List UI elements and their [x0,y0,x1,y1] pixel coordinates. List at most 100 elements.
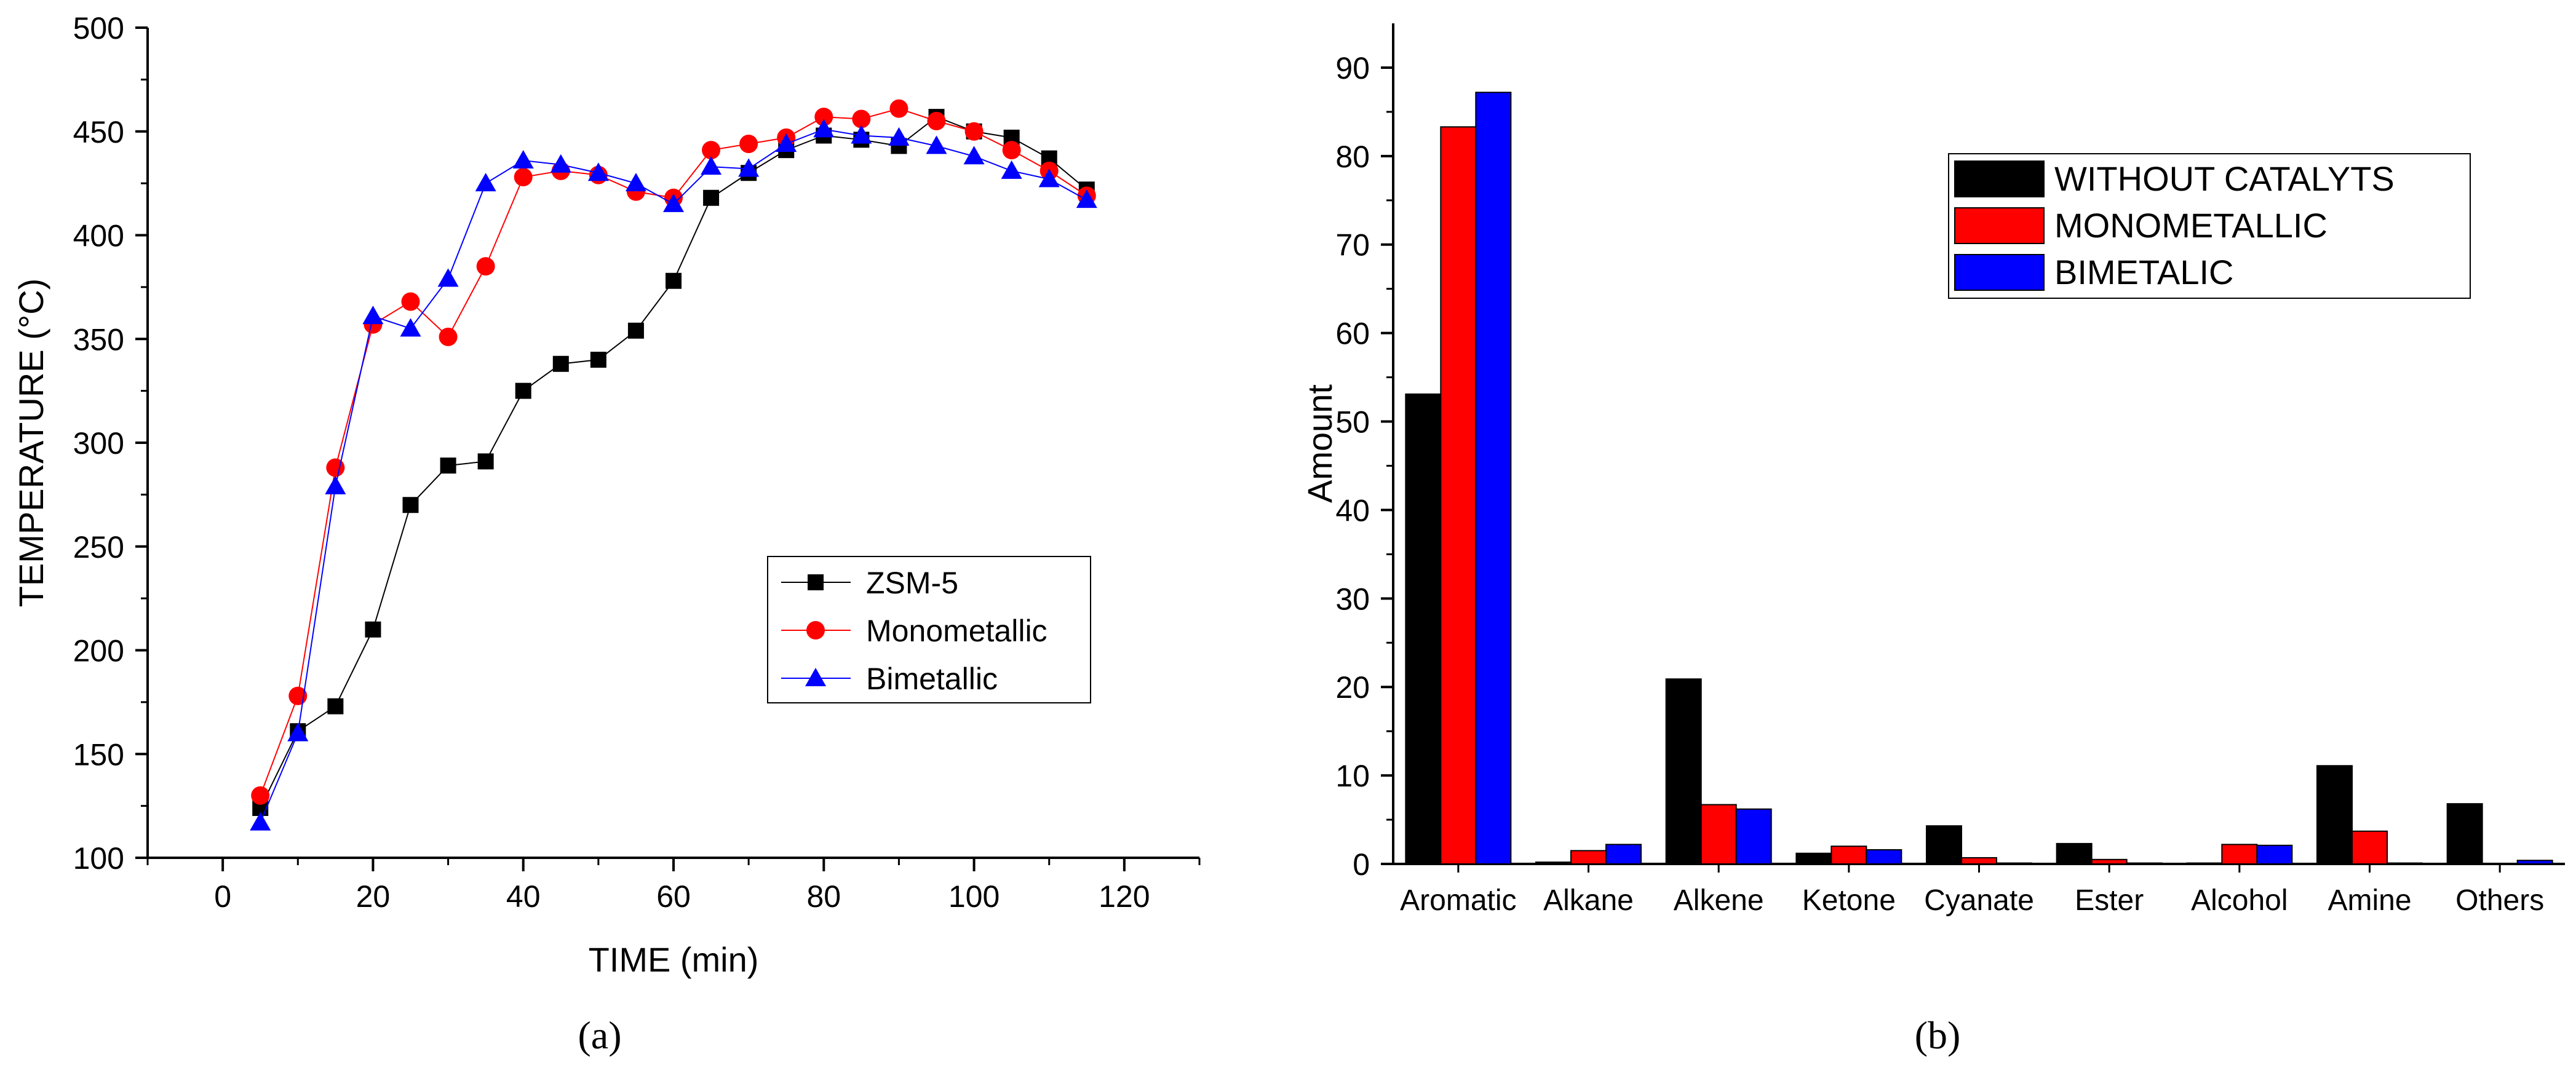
y-tick-label: 90 [1335,51,1370,85]
bimetallic-point [400,318,421,337]
y-tick-label: 30 [1335,582,1370,616]
bimetallic-point [888,127,910,146]
bimetallic-point [963,146,985,165]
bimetallic-point [813,119,835,138]
bimetallic-point [1076,189,1097,208]
zsm-5-point [666,272,682,289]
bimetallic-point [550,154,571,173]
bar-alcohol-monometallic [2221,844,2258,865]
bimetallic-point [738,158,760,177]
bimetallic-point [325,475,346,494]
bimetallic-point [287,723,309,742]
bar-others-without-catalyts [2446,803,2483,865]
zsm-5-point [590,352,606,368]
bimetallic-point [437,268,459,287]
y-tick-label: 150 [73,737,124,772]
bar-chart-amount: 0 10 20 30 40 50 60 70 80 90 Amount Aromatic Alkane A… [1300,23,2565,917]
x-tick-label: 40 [506,879,541,914]
bimetallic-point [587,162,609,181]
legend-a: ZSM-5 Monometallic Bimetallic [767,556,1091,703]
bar-alkene-without-catalyts [1665,678,1702,865]
bar-ketone-without-catalyts [1795,852,1832,865]
legend-b: WITHOUT CATALYTS MONOMETALLIC BIMETALIC [1948,153,2471,299]
y-tick-label: 20 [1335,670,1370,705]
monometallic-point [927,111,946,130]
legend-bimetalic-swatch [1954,254,2045,291]
y-tick-label: 40 [1335,493,1370,528]
bar-ester-bimetalic [2126,862,2163,865]
series-bimetallic [250,119,1097,831]
bar-ester-monometallic [2091,858,2128,865]
x-tick-label: 100 [948,879,1000,914]
legend-monometallic-label: MONOMETALLIC [2054,206,2328,245]
x-tick-label: Amine [2328,884,2411,917]
bar-cyanate-without-catalyts [1926,825,1962,865]
zsm-5-line [260,116,1087,809]
x-tick-label: 80 [806,879,841,914]
panel-a-caption: (a) [578,1013,621,1057]
monometallic-point [514,168,533,186]
zsm-5-point [402,497,419,513]
zsm-5-point [440,457,456,474]
bar-amine-bimetalic [2387,862,2423,865]
bar-aromatic-bimetalic [1475,92,1512,865]
y-tick-label: 10 [1335,759,1370,793]
x-tick-label: Alkane [1543,884,1634,917]
monometallic-point [852,109,871,129]
zsm-5-point [327,698,344,715]
y-axis-title: Amount [1300,384,1339,503]
zsm-5-point [552,355,569,372]
zsm-5-point [627,322,644,339]
zsm-5-point [365,621,381,638]
legend-monometallic-point [806,621,825,639]
y-tick-label: 60 [1335,317,1370,351]
bar-ketone-bimetalic [1866,849,1902,865]
monometallic-point [439,327,458,346]
x-tick-label: Ester [2075,884,2144,917]
x-tick-label: 20 [356,879,391,914]
bar-cyanate-bimetalic [1996,862,2032,865]
bar-amine-monometallic [2351,830,2388,865]
legend-monometallic-swatch [1954,207,2045,244]
y-tick-label: 100 [73,841,124,876]
legend-bimetallic-label: Bimetallic [866,662,998,696]
x-tick-label: Alcohol [2191,884,2288,917]
bar-amine-without-catalyts [2316,765,2353,865]
bar-cyanate-monometallic [1961,857,1997,865]
bimetallic-point [250,812,271,831]
x-tick-label: Alkene [1674,884,1764,917]
bar-others-bimetalic [2516,860,2553,865]
bimetallic-point [362,306,384,325]
y-tick-label: 70 [1335,228,1370,263]
y-tick-label: 200 [73,634,124,668]
bar-alcohol-without-catalyts [2186,862,2223,865]
bar-ester-without-catalyts [2056,842,2093,865]
monometallic-point [702,141,721,160]
y-tick-label: 80 [1335,140,1370,174]
legend-without-catalyts-label: WITHOUT CATALYTS [2054,159,2395,198]
monometallic-point [739,135,758,153]
x-tick-label: Cyanate [1924,884,2034,917]
zsm-5-point [703,189,720,206]
bimetallic-point [475,173,496,192]
bar-alkane-monometallic [1570,850,1607,865]
bar-aromatic-monometallic [1440,126,1477,865]
bimetallic-point [625,173,646,192]
monometallic-point [476,257,495,276]
bimetallic-point [512,150,534,168]
bimetallic-point [926,135,947,154]
monometallic-point [814,108,833,127]
legend-monometallic-label: Monometallic [866,614,1047,648]
bimetallic-point [1038,168,1060,188]
legend-zsm-5-point [808,574,824,590]
y-axis-title: TEMPERATURE (°C) [12,279,50,608]
x-tick-label: 60 [656,879,691,914]
monometallic-point [401,292,420,311]
x-tick-label: Ketone [1802,884,1896,917]
y-tick-label: 50 [1335,405,1370,440]
bimetallic-point [851,125,872,144]
y-tick-label: 300 [73,426,124,461]
bar-aromatic-without-catalyts [1405,393,1442,865]
panel-b-caption: (b) [1915,1013,1961,1057]
